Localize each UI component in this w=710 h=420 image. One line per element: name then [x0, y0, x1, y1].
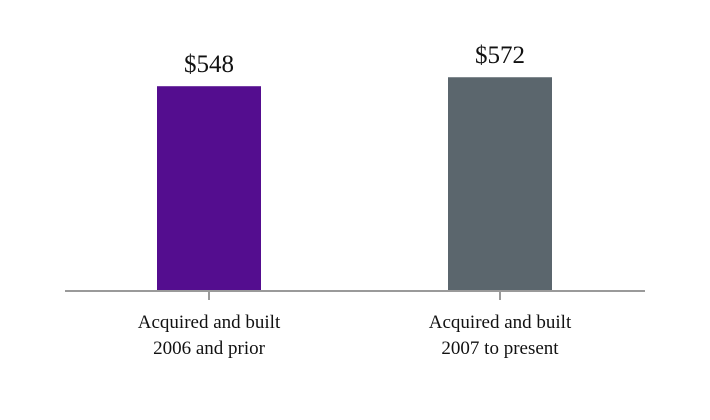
x-tick-label-line: 2006 and prior [153, 338, 266, 359]
bar-2 [448, 77, 552, 292]
x-tick-labels-group: Acquired and built 2006 and priorAcquired… [138, 312, 572, 359]
x-tick-label-line: 2007 to present [441, 338, 559, 359]
x-tick-label-line: Acquired and built [138, 312, 281, 333]
x-tick-label-2: Acquired and built 2007 to present [429, 312, 572, 359]
x-tick-label-line: Acquired and built [429, 312, 572, 333]
data-label-1: $548 [184, 51, 234, 78]
bars-group [157, 77, 552, 292]
data-label-2: $572 [475, 42, 525, 69]
value-labels-group: $548 $572 [184, 42, 525, 78]
bar-1 [157, 86, 261, 291]
x-tick-label-1: Acquired and built 2006 and prior [138, 312, 281, 359]
x-ticks-group [208, 291, 501, 300]
